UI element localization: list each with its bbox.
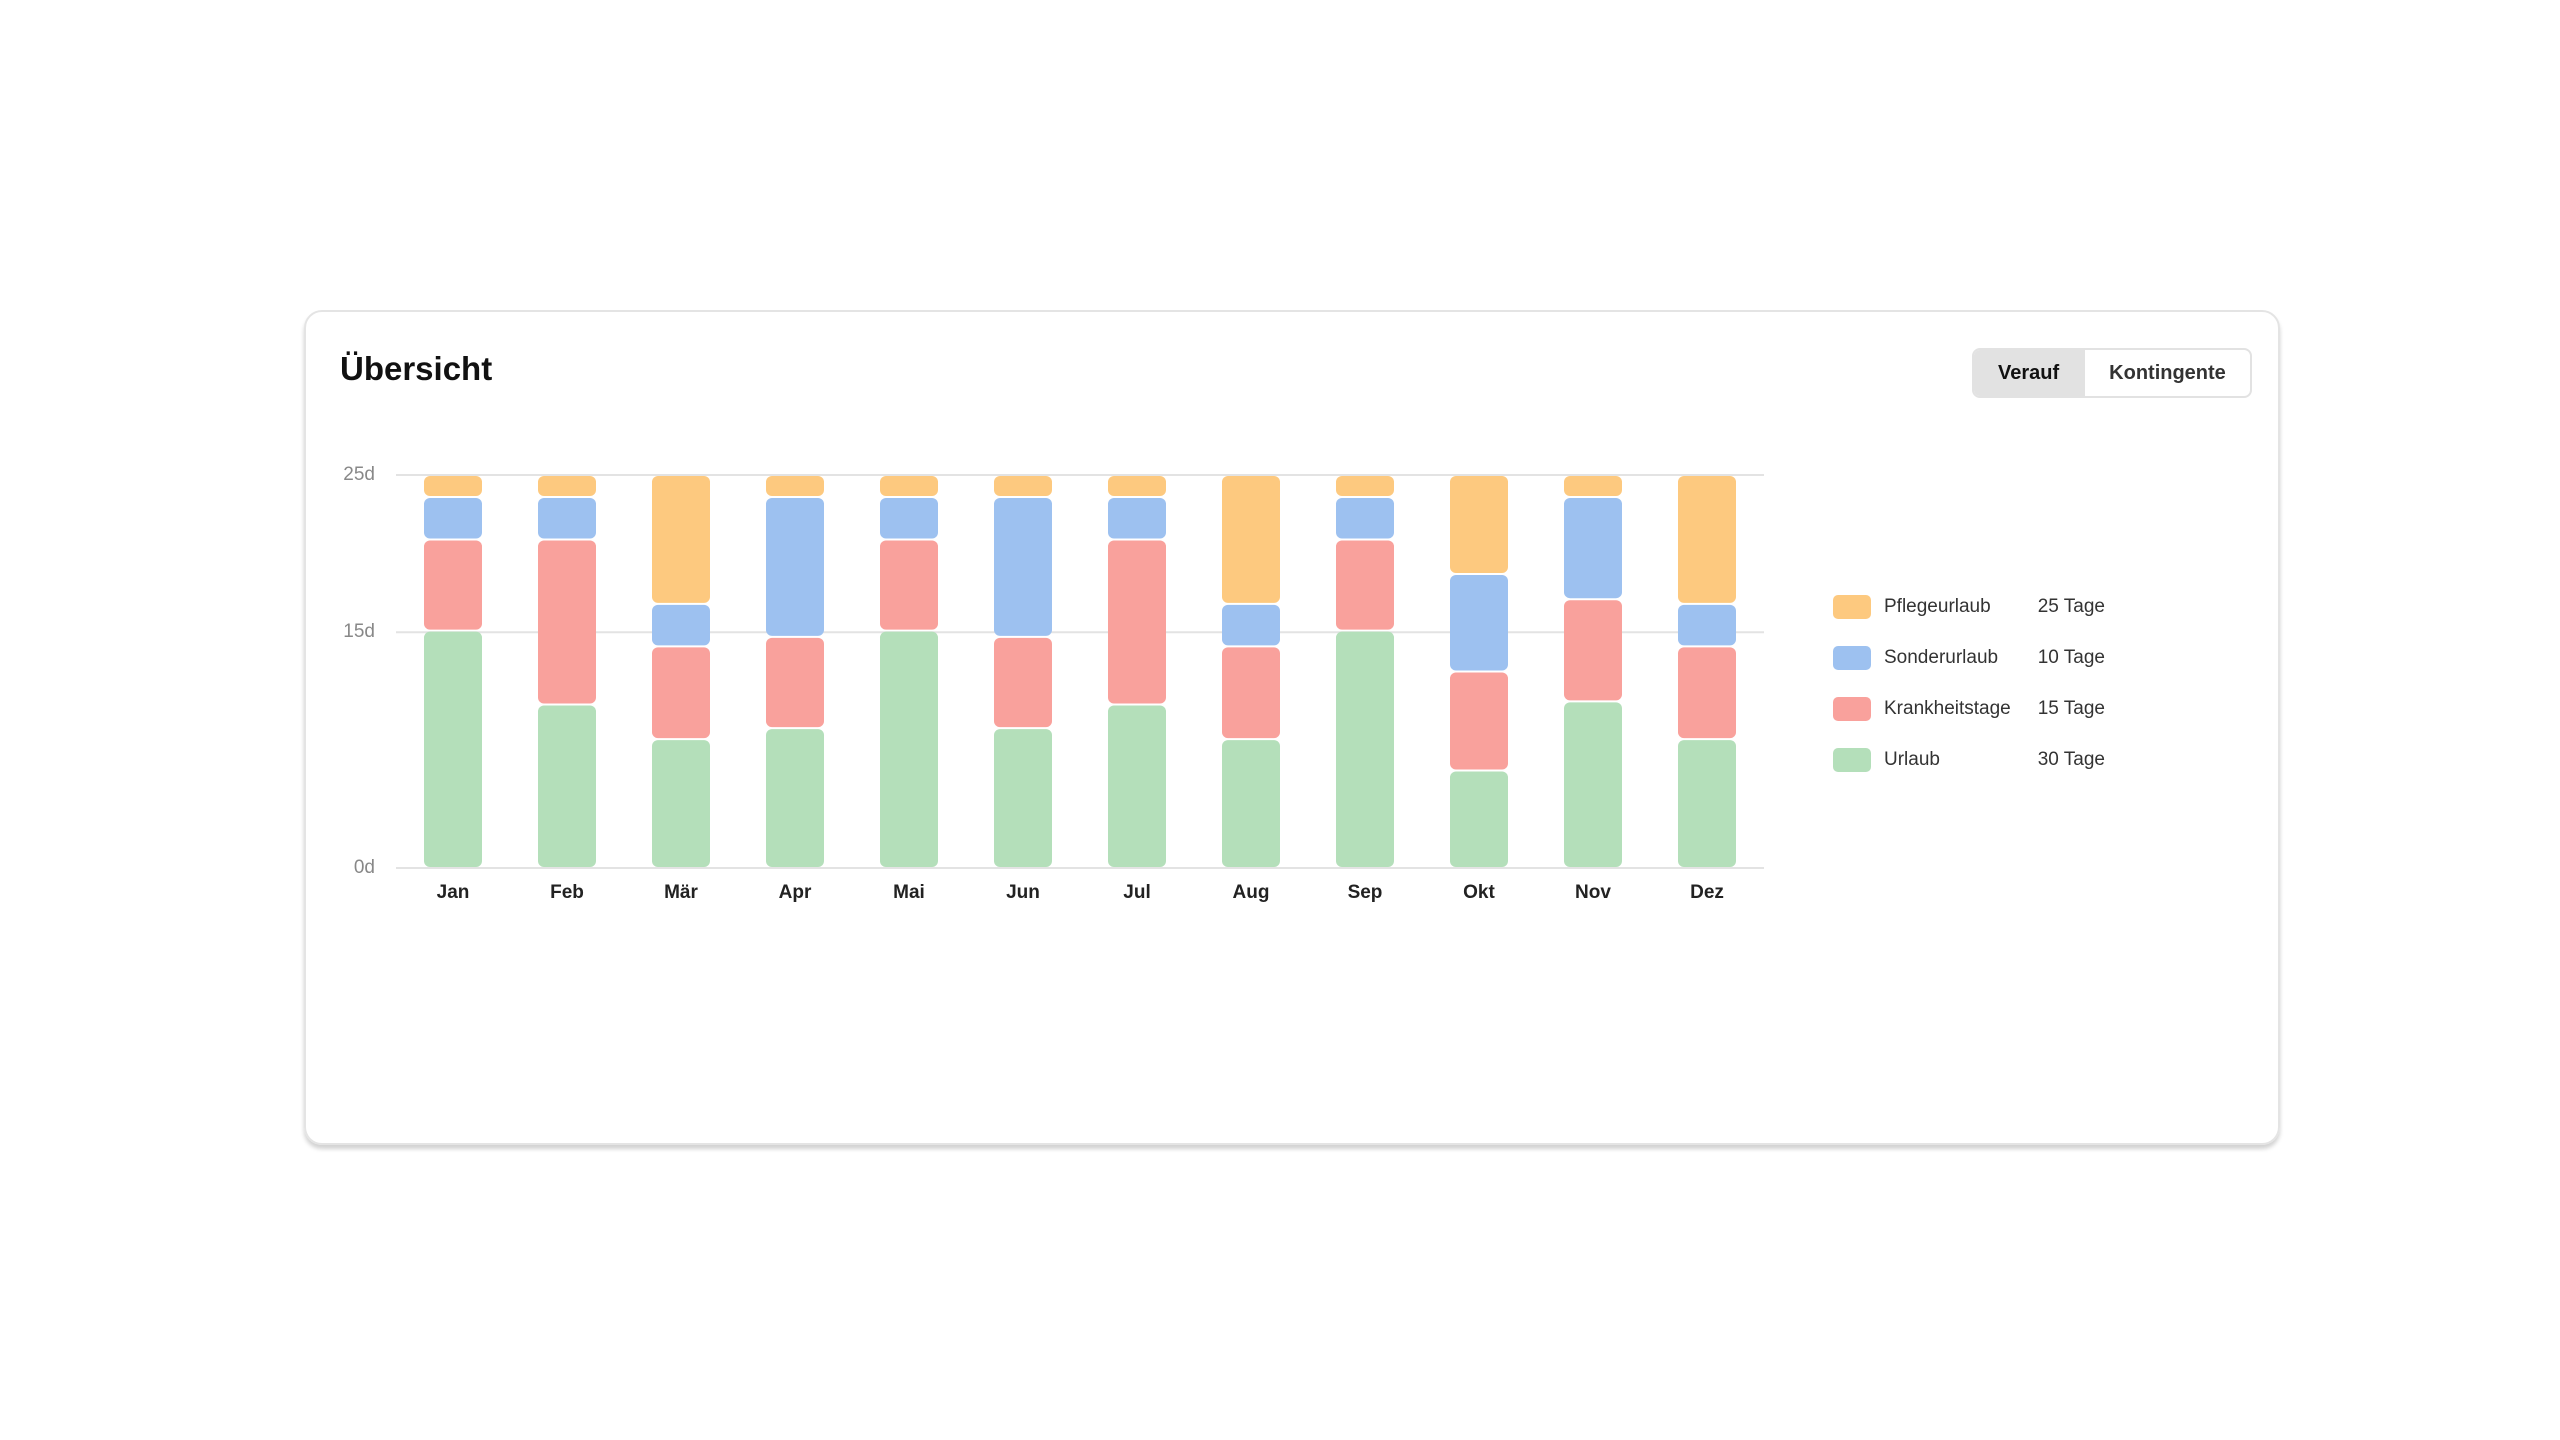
x-tick-label: Mai (893, 882, 925, 903)
bar-segment (1336, 498, 1394, 539)
x-tick-label: Jun (1006, 882, 1040, 903)
bar-segment (1564, 702, 1622, 867)
bar-segment (880, 631, 938, 867)
bar-segment (1450, 771, 1508, 867)
x-tick-label: Jul (1123, 882, 1150, 903)
bar-segment (994, 729, 1052, 867)
x-tick-label: Jan (437, 882, 470, 903)
legend-value: 10 Tage (2038, 647, 2105, 668)
x-tick-label: Apr (779, 882, 812, 903)
legend-swatch (1833, 748, 1871, 772)
bar-segment (1108, 705, 1166, 867)
card (304, 310, 2280, 1145)
bar-segment (1678, 604, 1736, 646)
bar-segment (1336, 540, 1394, 630)
bar-segment (766, 729, 824, 867)
bar-segment (652, 476, 710, 603)
x-tick-label: Feb (550, 882, 584, 903)
bar-segment (1222, 647, 1280, 739)
bar-segment (538, 540, 596, 704)
bar-segment (766, 637, 824, 728)
bar-segment (766, 476, 824, 497)
bar-segment (994, 498, 1052, 636)
bar-segment (538, 705, 596, 867)
bar-segment (1450, 476, 1508, 574)
y-tick-label: 25d (343, 464, 375, 485)
legend-value: 30 Tage (2038, 749, 2105, 770)
bar-segment (424, 476, 482, 497)
bar-segment (424, 631, 482, 867)
bar-segment (1108, 476, 1166, 497)
legend-label: Pflegeurlaub (1884, 596, 1991, 617)
y-tick-label: 15d (343, 621, 375, 642)
card-title: Übersicht (340, 350, 493, 387)
bar-segment (1450, 575, 1508, 671)
legend-label: Urlaub (1884, 749, 1940, 770)
bar-segment (1678, 476, 1736, 603)
bar-segment (538, 476, 596, 497)
legend-value: 15 Tage (2038, 698, 2105, 719)
bar-segment (424, 498, 482, 539)
legend-label: Krankheitstage (1884, 698, 2011, 719)
bar-segment (1108, 540, 1166, 704)
bar-segment (1222, 604, 1280, 646)
x-tick-label: Nov (1575, 882, 1611, 903)
bar-segment (1222, 476, 1280, 603)
bar-segment (1450, 672, 1508, 770)
bar-segment (1678, 647, 1736, 739)
legend-swatch (1833, 646, 1871, 670)
bar-segment (880, 498, 938, 539)
y-tick-label: 0d (354, 857, 375, 878)
bar-segment (1108, 498, 1166, 539)
bar-segment (1564, 498, 1622, 599)
x-tick-label: Mär (664, 882, 698, 903)
bar-segment (652, 604, 710, 646)
bar-segment (880, 476, 938, 497)
x-tick-label: Okt (1463, 882, 1495, 903)
bar-segment (1336, 631, 1394, 867)
x-tick-label: Aug (1233, 882, 1270, 903)
bar-segment (652, 647, 710, 739)
tab[interactable]: Verauf (1974, 350, 2084, 396)
tab-group: Verauf Kontingente (1972, 348, 2252, 398)
legend-value: 25 Tage (2038, 596, 2105, 617)
x-tick-label: Sep (1348, 882, 1383, 903)
bar-segment (1336, 476, 1394, 497)
x-tick-label: Dez (1690, 882, 1724, 903)
bar-segment (880, 540, 938, 630)
bar-segment (1222, 740, 1280, 867)
bar-segment (424, 540, 482, 630)
legend-label: Sonderurlaub (1884, 647, 1998, 668)
bar-segment (1564, 600, 1622, 701)
bar-segment (994, 476, 1052, 497)
bar-segment (766, 498, 824, 636)
bar-segment (994, 637, 1052, 728)
legend-swatch (1833, 697, 1871, 721)
legend-swatch (1833, 595, 1871, 619)
bar-segment (1564, 476, 1622, 497)
tab[interactable]: Kontingente (2083, 350, 2250, 396)
bar-segment (1678, 740, 1736, 867)
bar-segment (538, 498, 596, 539)
bar-segment (652, 740, 710, 867)
